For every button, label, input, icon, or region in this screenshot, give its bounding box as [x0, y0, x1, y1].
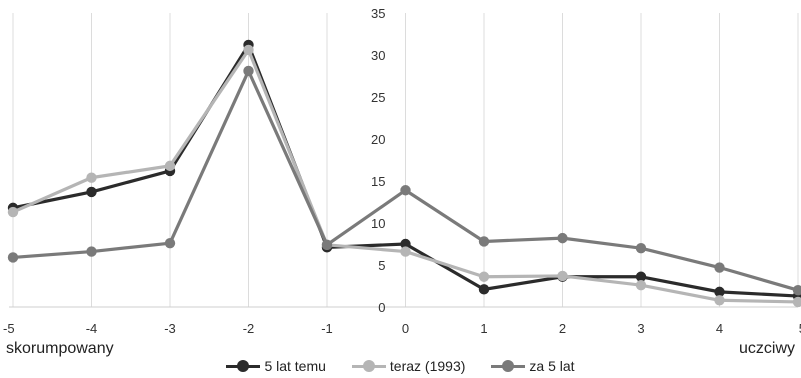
y-tick-label: 5 — [378, 258, 385, 273]
data-point — [243, 65, 254, 77]
x-end-label-left: skorumpowany — [6, 340, 114, 357]
legend-item: teraz (1993) — [351, 358, 466, 374]
y-tick-label: 10 — [371, 216, 385, 231]
y-tick-label: 30 — [371, 48, 385, 63]
data-point — [7, 252, 19, 263]
data-point — [86, 172, 97, 183]
legend-swatch — [351, 360, 386, 372]
data-point — [400, 238, 411, 250]
x-axis-ticks: -5 -4 -3 -2 -1 0 1 2 3 4 5 — [3, 321, 801, 336]
x-tick-label: -1 — [321, 321, 333, 336]
series-2 — [7, 44, 801, 308]
data-point — [164, 237, 176, 249]
x-tick-label: 0 — [402, 321, 409, 336]
legend-label: teraz (1993) — [389, 358, 466, 374]
series-3 — [7, 65, 801, 296]
gridlines — [12, 13, 799, 307]
y-axis-ticks: 0 5 10 15 20 25 30 35 — [371, 6, 385, 315]
data-point — [86, 186, 97, 198]
data-point — [400, 246, 411, 257]
legend-label: za 5 lat — [529, 358, 575, 374]
data-point — [635, 243, 647, 254]
x-tick-label: 1 — [480, 321, 487, 336]
data-point — [635, 279, 647, 291]
x-tick-label: -5 — [3, 321, 15, 336]
y-tick-label: 35 — [371, 6, 385, 21]
data-point — [792, 296, 801, 308]
x-tick-label: -2 — [243, 321, 255, 336]
y-tick-label: 25 — [371, 90, 385, 105]
data-point — [321, 239, 333, 251]
legend-swatch — [226, 360, 261, 372]
x-tick-label: -4 — [86, 321, 98, 336]
data-point — [86, 246, 97, 257]
data-point — [7, 206, 19, 218]
legend-item: za 5 lat — [491, 358, 575, 374]
x-tick-label: 4 — [716, 321, 723, 336]
data-point — [714, 295, 725, 306]
legend-item: 5 lat temu — [226, 358, 326, 374]
y-tick-label: 0 — [378, 300, 385, 315]
legend: 5 lat temu teraz (1993) za 5 lat — [0, 356, 801, 376]
data-point — [557, 232, 568, 244]
x-tick-label: 5 — [799, 321, 801, 336]
series-lines — [7, 39, 801, 308]
data-point — [557, 270, 568, 282]
data-point — [792, 285, 801, 296]
y-tick-label: 15 — [371, 174, 385, 189]
data-point — [478, 271, 490, 282]
data-point — [164, 160, 176, 172]
data-point — [478, 236, 490, 247]
series-1 — [7, 39, 801, 302]
x-tick-label: 2 — [559, 321, 566, 336]
data-point — [714, 262, 725, 273]
data-point — [714, 286, 725, 298]
legend-swatch — [491, 360, 526, 372]
x-end-label-right: uczciwy — [739, 340, 795, 357]
x-tick-label: 3 — [637, 321, 644, 336]
data-point — [635, 271, 647, 282]
x-tick-label: -3 — [164, 321, 176, 336]
y-tick-label: 20 — [371, 132, 385, 147]
data-point — [243, 44, 254, 56]
data-point — [478, 284, 490, 295]
data-point — [400, 185, 411, 196]
legend-label: 5 lat temu — [264, 358, 326, 374]
